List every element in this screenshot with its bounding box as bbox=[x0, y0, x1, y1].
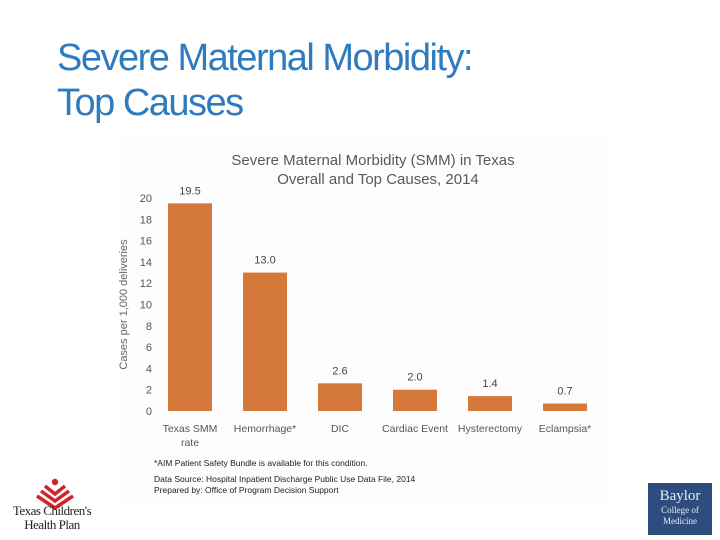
y-tick-label: 16 bbox=[140, 236, 152, 248]
x-tick-label: Hemorrhage* bbox=[234, 423, 296, 435]
data-label: 13.0 bbox=[254, 255, 275, 267]
bar bbox=[243, 272, 287, 411]
y-tick-label: 10 bbox=[140, 300, 152, 312]
chart-footnote: *AIM Patient Safety Bundle is available … bbox=[154, 458, 368, 468]
x-tick-label: Cardiac Event bbox=[382, 423, 448, 435]
y-axis-label: Cases per 1,000 deliveries bbox=[118, 239, 130, 370]
y-tick-label: 18 bbox=[140, 214, 152, 226]
texas-childrens-health-plan-logo: Texas Children's Health Plan bbox=[0, 504, 104, 532]
slide-title-line-1: Severe Maternal Morbidity: bbox=[57, 37, 474, 79]
y-tick-label: 8 bbox=[146, 321, 152, 333]
bar-chart: Severe Maternal Morbidity (SMM) in Texas… bbox=[118, 152, 592, 495]
y-tick-label: 20 bbox=[140, 193, 152, 205]
data-label: 2.6 bbox=[332, 365, 347, 377]
x-tick-label: Eclampsia* bbox=[539, 423, 592, 435]
x-tick-label: rate bbox=[181, 437, 199, 449]
chart-panel: Severe Maternal Morbidity (SMM) in Texas… bbox=[118, 133, 608, 500]
bar bbox=[393, 389, 437, 411]
bar bbox=[168, 203, 212, 411]
slide-title-line-2: Top Causes bbox=[57, 82, 244, 124]
bar bbox=[543, 403, 587, 411]
x-tick-label: Hysterectomy bbox=[458, 423, 523, 435]
texas-childrens-heart-logo-icon bbox=[36, 478, 74, 511]
data-source: Data Source: Hospital Inpatient Discharg… bbox=[154, 474, 416, 484]
logo-text-line: Health Plan bbox=[24, 517, 80, 532]
bar bbox=[468, 396, 512, 411]
data-label: 1.4 bbox=[482, 378, 497, 390]
data-label: 19.5 bbox=[179, 185, 200, 197]
logo-text-line: Medicine bbox=[663, 516, 697, 526]
prepared-by: Prepared by: Office of Program Decision … bbox=[154, 485, 339, 495]
chart-title-line-2: Overall and Top Causes, 2014 bbox=[277, 171, 479, 188]
y-tick-label: 4 bbox=[146, 363, 152, 375]
x-tick-label: DIC bbox=[331, 423, 350, 435]
data-label: 0.7 bbox=[557, 386, 572, 398]
y-tick-label: 2 bbox=[146, 385, 152, 397]
chart-title-line-1: Severe Maternal Morbidity (SMM) in Texas bbox=[231, 152, 514, 169]
logo-text-line: Texas Children's bbox=[12, 503, 92, 518]
logo-text-line: Baylor bbox=[659, 488, 701, 504]
logo-text-line: College of bbox=[661, 505, 699, 515]
y-tick-label: 0 bbox=[146, 406, 152, 418]
bar bbox=[318, 383, 362, 411]
y-tick-label: 14 bbox=[140, 257, 152, 269]
baylor-college-of-medicine-logo: Baylor College of Medicine bbox=[648, 483, 712, 535]
y-tick-label: 6 bbox=[146, 342, 152, 354]
y-tick-label: 12 bbox=[140, 278, 152, 290]
slide-title: Severe Maternal Morbidity: Top Causes bbox=[57, 36, 474, 126]
x-tick-label: Texas SMM bbox=[163, 423, 218, 435]
data-label: 2.0 bbox=[407, 372, 422, 384]
